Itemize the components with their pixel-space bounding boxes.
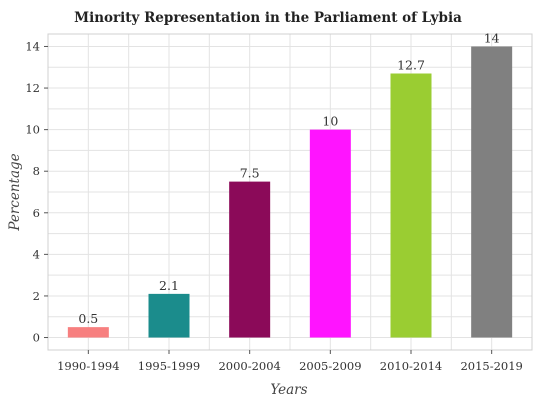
data-labels: 0.5 2.1 7.5 10 12.7 14 xyxy=(78,30,499,326)
x-tick-label: 2010-2014 xyxy=(380,359,442,373)
plot-area xyxy=(47,33,533,351)
y-tick-label: 14 xyxy=(25,39,40,53)
data-label: 7.5 xyxy=(240,166,260,181)
bar-2000-2004 xyxy=(229,181,271,338)
bars xyxy=(67,46,513,338)
y-tick-label: 12 xyxy=(25,81,40,95)
data-label: 12.7 xyxy=(397,58,425,73)
y-tick-label: 0 xyxy=(33,331,40,345)
chart-title: Minority Representation in the Parliamen… xyxy=(74,10,462,26)
data-label: 0.5 xyxy=(78,311,98,326)
x-tick-label: 2000-2004 xyxy=(218,359,280,373)
y-axis-label: Percentage xyxy=(7,153,23,231)
x-tick-label: 2005-2009 xyxy=(299,359,361,373)
y-tick-label: 10 xyxy=(25,123,40,137)
x-tick-label: 2015-2019 xyxy=(460,359,522,373)
bar-1995-1999 xyxy=(148,293,190,338)
bar-1990-1994 xyxy=(67,327,109,338)
bar-2005-2009 xyxy=(309,129,351,338)
y-tick-label: 4 xyxy=(33,247,40,261)
x-tick-label: 1995-1999 xyxy=(138,359,200,373)
y-tick-label: 8 xyxy=(33,164,40,178)
bar-2010-2014 xyxy=(390,73,432,338)
grid xyxy=(48,34,532,350)
y-tick-label: 6 xyxy=(33,206,40,220)
y-axis-ticks: 0 2 4 6 8 10 12 14 xyxy=(25,39,48,345)
bar-2015-2019 xyxy=(471,46,513,338)
x-axis-ticks: 1990-1994 1995-1999 2000-2004 2005-2009 2010… xyxy=(57,350,523,373)
data-label: 14 xyxy=(484,30,500,45)
data-label: 2.1 xyxy=(159,278,179,293)
x-tick-label: 1990-1994 xyxy=(57,359,119,373)
data-label: 10 xyxy=(322,114,338,129)
y-tick-label: 2 xyxy=(33,289,40,303)
x-axis-label: Years xyxy=(270,382,307,398)
